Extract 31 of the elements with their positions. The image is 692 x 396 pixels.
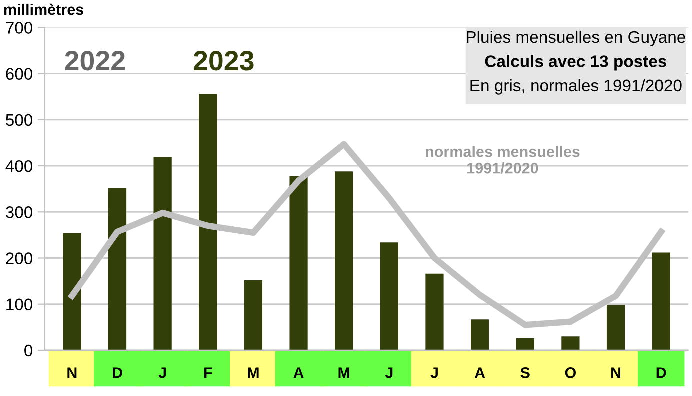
- x-tick-label: D: [656, 368, 666, 378]
- x-tick-label: O: [565, 368, 576, 378]
- x-tick-label: J: [385, 368, 393, 378]
- x-tick-label: J: [158, 368, 166, 378]
- annotation: 2022: [65, 51, 125, 71]
- bar: [562, 336, 580, 350]
- y-tick-label: 600: [6, 68, 33, 80]
- annotation: Pluies mensuelles en Guyane: [467, 30, 686, 46]
- annotation: Calculs avec 13 postes: [485, 55, 666, 71]
- y-tick-label: 400: [6, 160, 33, 172]
- y-tick-label: 700: [6, 22, 33, 34]
- x-tick-label: F: [204, 368, 212, 378]
- x-tick-label: N: [68, 368, 77, 378]
- y-axis-title: millimètres: [4, 4, 84, 16]
- y-tick-label: 500: [6, 114, 33, 126]
- x-tick-label: M: [248, 368, 259, 378]
- annotation: 2023: [194, 51, 254, 71]
- y-tick-label: 0: [24, 344, 33, 357]
- y-tick-label: 100: [6, 298, 33, 311]
- y-tick-label: 200: [6, 252, 33, 264]
- y-tick-label: 300: [6, 206, 33, 218]
- x-tick-label: J: [430, 368, 438, 378]
- annotation: En gris, normales 1991/2020: [470, 79, 682, 95]
- x-tick-label: S: [520, 368, 530, 378]
- x-tick-label: N: [612, 368, 621, 378]
- text: normales mensuelles 1991/2020: [426, 146, 580, 174]
- bar: [516, 338, 534, 350]
- x-tick-label: M: [338, 368, 350, 378]
- x-tick-label: D: [113, 368, 122, 378]
- x-tick-label: A: [294, 368, 304, 378]
- x-tick-label: A: [474, 368, 486, 378]
